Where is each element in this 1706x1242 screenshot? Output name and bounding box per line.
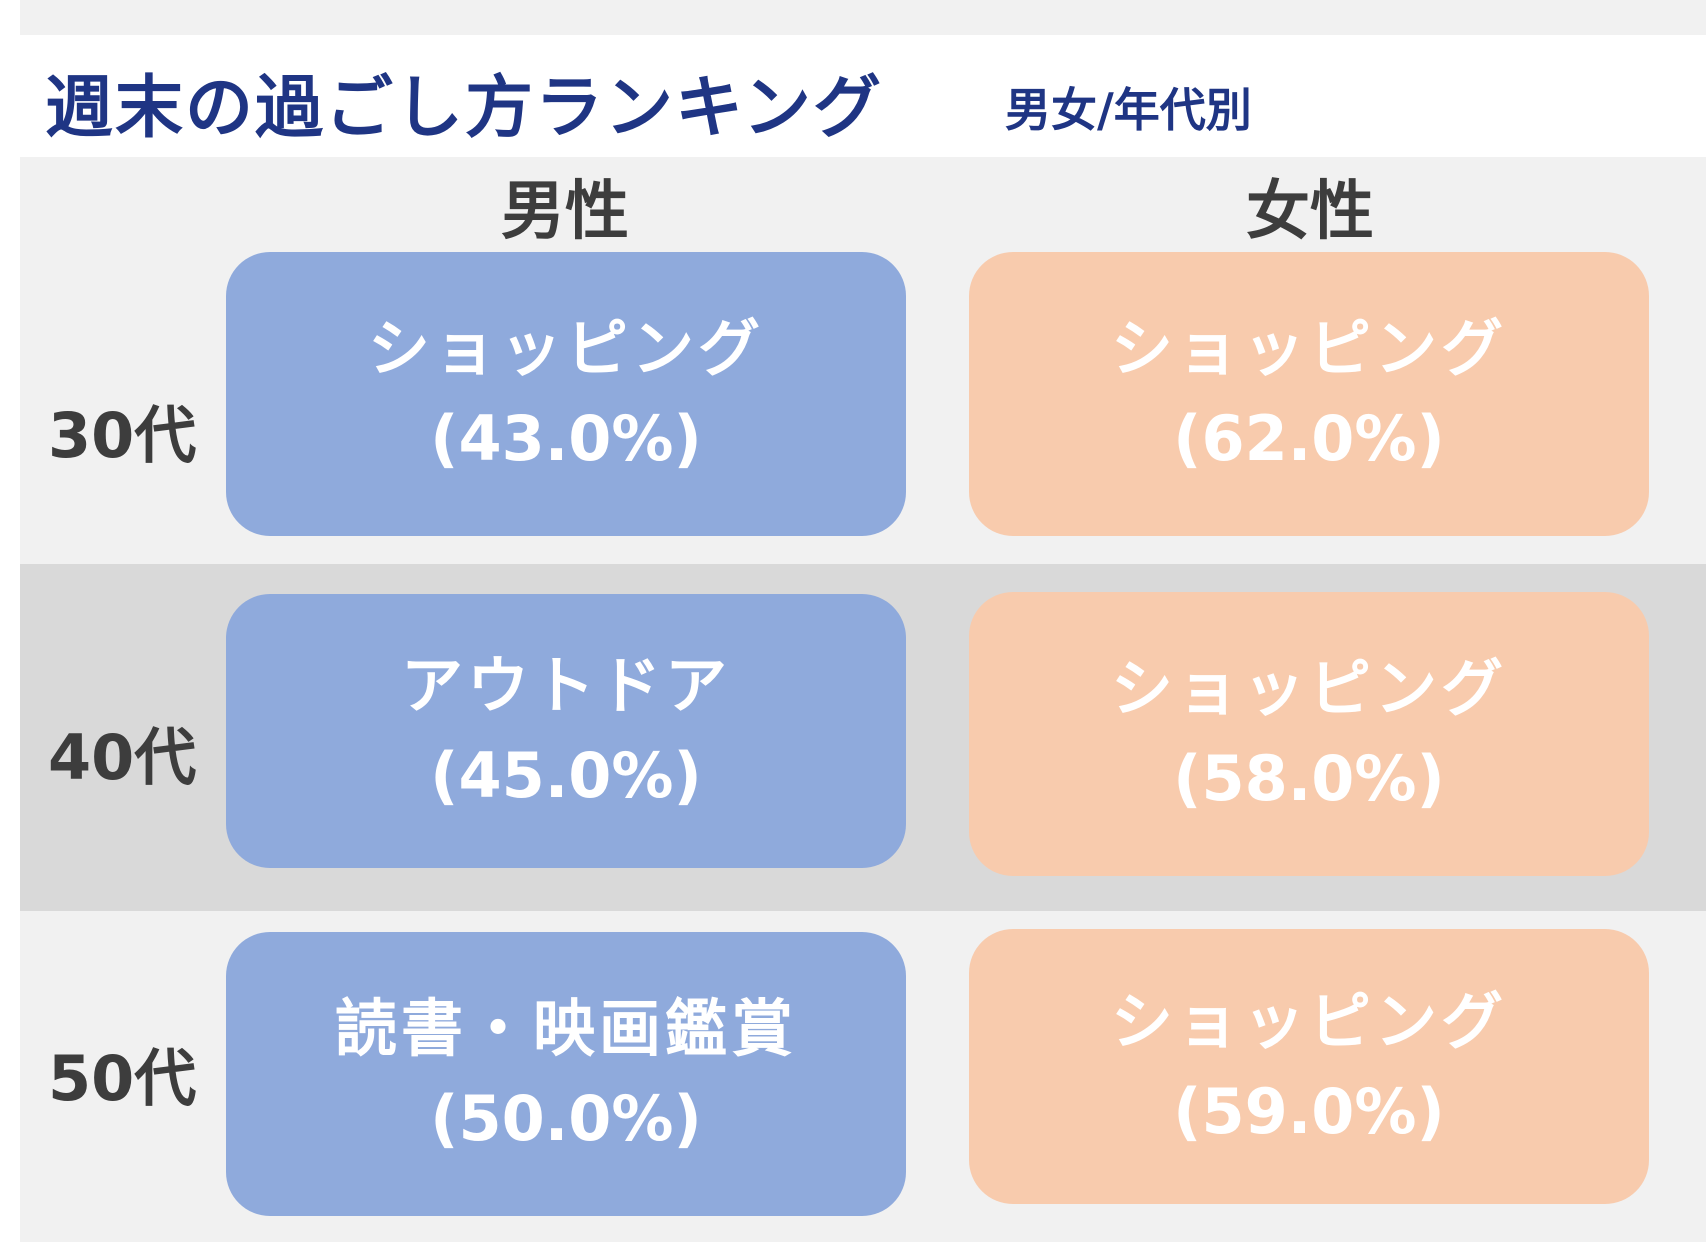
activity-label: 読書・映画鑑賞: [334, 992, 797, 1065]
activity-label: アウトドア: [400, 649, 731, 722]
percent-label: (59.0%): [1173, 1074, 1445, 1148]
activity-label: ショッピング: [1110, 312, 1507, 385]
title-bar: [20, 35, 1706, 157]
card-female-30s: ショッピング (62.0%): [969, 252, 1649, 536]
card-male-40s: アウトドア (45.0%): [226, 594, 906, 868]
percent-label: (58.0%): [1173, 742, 1445, 815]
page-title: 週末の過ごし方ランキング: [45, 69, 883, 148]
row-label-50s: 50代: [48, 1042, 197, 1115]
row-label-30s: 30代: [48, 399, 197, 472]
card-male-30s: ショッピング (43.0%): [226, 252, 906, 536]
page-subtitle: 男女/年代別: [1005, 83, 1252, 137]
column-header-male: 男性: [501, 175, 629, 249]
activity-label: ショッピング: [1110, 652, 1507, 725]
percent-label: (50.0%): [430, 1082, 702, 1155]
card-female-40s: ショッピング (58.0%): [969, 592, 1649, 876]
percent-label: (62.0%): [1173, 402, 1445, 475]
percent-label: (45.0%): [430, 739, 702, 812]
card-male-50s: 読書・映画鑑賞 (50.0%): [226, 932, 906, 1216]
activity-label: ショッピング: [367, 312, 764, 385]
percent-label: (43.0%): [430, 402, 702, 475]
activity-label: ショッピング: [1110, 984, 1507, 1058]
row-label-40s: 40代: [48, 721, 197, 794]
column-header-female: 女性: [1246, 175, 1374, 249]
card-female-50s: ショッピング (59.0%): [969, 929, 1649, 1204]
